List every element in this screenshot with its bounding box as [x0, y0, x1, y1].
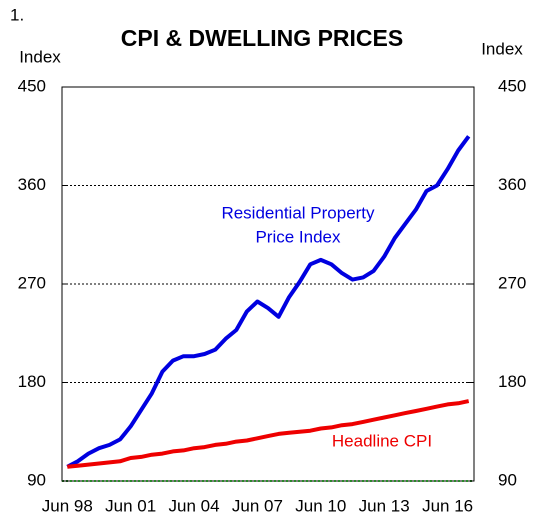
x-tick-label: Jun 98 — [42, 496, 93, 515]
y2-tick-label: 270 — [498, 273, 526, 292]
x-tick-label: Jun 07 — [232, 496, 283, 515]
figure-number: 1. — [10, 5, 24, 24]
annotation: Price Index — [255, 227, 341, 246]
y-tick-label: 90 — [27, 470, 46, 489]
series-line — [67, 399, 470, 469]
annotation: Headline CPI — [332, 431, 432, 450]
y2-tick-label: 90 — [498, 470, 517, 489]
y-axis-label: Index — [19, 47, 61, 66]
x-tick-label: Jun 04 — [169, 496, 220, 515]
x-tick-label: Jun 01 — [105, 496, 156, 515]
x-tick-label: Jun 13 — [359, 496, 410, 515]
series-line — [66, 135, 471, 469]
y-tick-label: 180 — [18, 372, 46, 391]
y2-tick-label: 180 — [498, 372, 526, 391]
y-tick-label: 360 — [18, 175, 46, 194]
chart-title: CPI & DWELLING PRICES — [121, 25, 403, 51]
y2-tick-label: 450 — [498, 76, 526, 95]
x-tick-label: Jun 16 — [422, 496, 473, 515]
y2-tick-label: 360 — [498, 175, 526, 194]
y-tick-label: 270 — [18, 273, 46, 292]
annotation: Residential Property — [221, 203, 375, 222]
x-tick-label: Jun 10 — [295, 496, 346, 515]
y2-axis-label: Index — [481, 39, 523, 58]
y-tick-label: 450 — [18, 76, 46, 95]
